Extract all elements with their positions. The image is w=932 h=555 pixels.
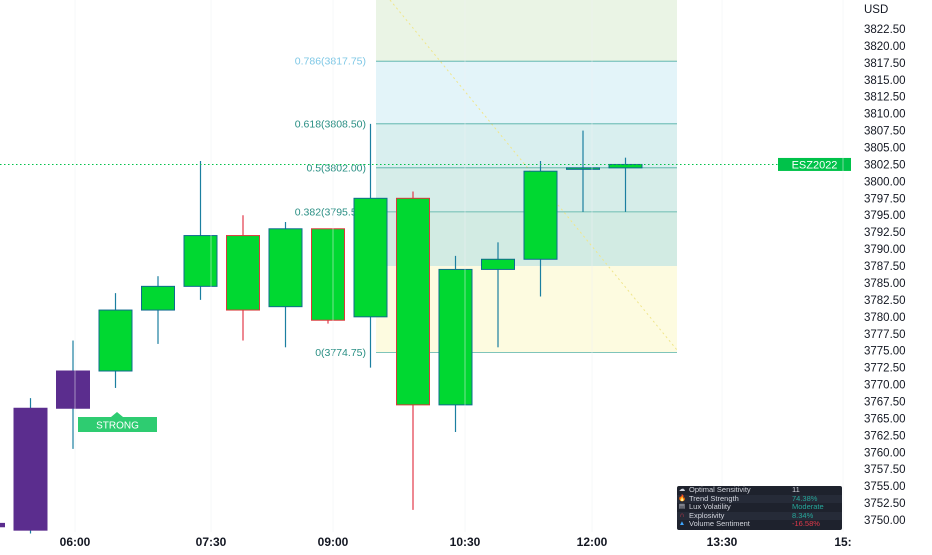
price-tick-label: 3760.00 xyxy=(864,447,906,459)
time-tick-label: 06:00 xyxy=(60,535,91,549)
indicator-dashboard: ☁ Optimal Sensitivity 11 🔥 Trend Strength 74.… xyxy=(677,486,842,530)
fib-zone-top xyxy=(376,0,677,62)
candle-body xyxy=(481,258,515,270)
candle-body xyxy=(141,285,175,311)
dashboard-metric-value: -16.58% xyxy=(792,519,820,529)
current-price-line: ESZ2022 xyxy=(0,157,851,171)
strong-label-text: STRONG xyxy=(96,421,139,432)
fib-level-label: 0.5(3802.00) xyxy=(306,162,366,174)
annotations-layer: STRONG xyxy=(78,412,157,432)
candle-body xyxy=(13,407,48,531)
time-tick-label: 15: xyxy=(834,535,851,549)
price-tick-label: 3750.00 xyxy=(864,515,906,527)
time-tick-label: 13:30 xyxy=(707,535,738,549)
price-tick-label: 3780.00 xyxy=(864,312,906,324)
price-tick-label: 3770.00 xyxy=(864,380,906,392)
drop-icon: ▲ xyxy=(678,520,686,528)
dashboard-metric-name: Volume Sentiment xyxy=(689,519,750,529)
symbol-badge-label: ESZ2022 xyxy=(792,159,838,171)
dashboard-metric-name: Lux Volatility xyxy=(689,502,731,512)
price-tick-label: 3790.00 xyxy=(864,244,906,256)
candle-body xyxy=(226,235,260,311)
price-axis-bg xyxy=(852,0,932,550)
fire-icon: 🔥 xyxy=(677,494,687,502)
dashboard-metric-name: Trend Strength xyxy=(689,493,739,503)
candle-body xyxy=(396,197,430,406)
price-tick-label: 3755.00 xyxy=(864,481,906,493)
strong-label-pointer xyxy=(111,412,123,417)
fib-level-label: 0.618(3808.50) xyxy=(295,118,366,130)
candle-body xyxy=(183,235,218,287)
candles-layer xyxy=(0,123,643,534)
time-tick-label: 12:00 xyxy=(577,535,608,549)
price-tick-label: 3772.50 xyxy=(864,363,906,375)
price-tick-label: 3787.50 xyxy=(864,261,906,273)
candle-body xyxy=(353,197,388,318)
dashboard-row: ▲ Volume Sentiment -16.58% xyxy=(677,520,842,529)
price-tick-label: 3775.00 xyxy=(864,346,906,358)
symbol-badge xyxy=(778,157,851,171)
candle-body xyxy=(566,167,600,170)
price-tick-label: 3817.50 xyxy=(864,58,906,70)
magnet-icon: ∩ xyxy=(679,511,685,519)
dashboard-metric-value: 11 xyxy=(792,486,800,494)
dashboard-metric-value: 74.38% xyxy=(792,493,818,503)
time-axis: 06:00 07:30 09:00 10:30 12:00 13:30 15: xyxy=(60,0,852,549)
candle-body xyxy=(438,268,473,406)
fib-level-label: 0.382(3795.50) xyxy=(295,206,366,218)
price-tick-label: 3805.00 xyxy=(864,143,906,155)
fib-level-label: 0.786(3817.75) xyxy=(295,56,366,68)
price-tick-label: 3807.50 xyxy=(864,126,906,138)
fibonacci-levels: 0.786(3817.75) 0.618(3808.50) 0.5(3802.00)… xyxy=(295,56,677,359)
price-tick-label: 3752.50 xyxy=(864,498,906,510)
dashboard-metric-name: Explosivity xyxy=(689,510,725,520)
time-tick-label: 09:00 xyxy=(318,535,349,549)
cloud-icon: ☁ xyxy=(678,486,686,493)
strong-label-box xyxy=(78,417,157,432)
price-tick-label: 3822.50 xyxy=(864,24,906,36)
price-tick-label: 3820.00 xyxy=(864,41,906,53)
price-tick-label: 3762.50 xyxy=(864,430,906,442)
price-tick-label: 3777.50 xyxy=(864,329,906,341)
dashboard-row: ∩ Explosivity 8.34% xyxy=(677,510,842,521)
candle-body xyxy=(56,370,90,409)
dashboard-row: ☁ Optimal Sensitivity 11 xyxy=(677,486,842,495)
currency-label: USD xyxy=(864,4,888,16)
dashboard-row: 🔥 Trend Strength 74.38% xyxy=(677,493,842,504)
candle-body xyxy=(0,522,5,528)
fib-zone-0786 xyxy=(376,61,677,124)
price-tick-label: 3782.50 xyxy=(864,295,906,307)
candle-body xyxy=(608,163,643,169)
price-tick-label: 3815.00 xyxy=(864,75,906,87)
time-tick-label: 07:30 xyxy=(196,535,227,549)
time-tick-label: 10:30 xyxy=(450,535,481,549)
dashboard-row: ▤ Lux Volatility Moderate xyxy=(677,503,842,512)
dashboard-metric-value: Moderate xyxy=(792,502,824,512)
price-tick-label: 3812.50 xyxy=(864,92,906,104)
fib-level-label: 0(3774.75) xyxy=(315,347,366,359)
price-tick-label: 3802.50 xyxy=(864,159,906,171)
price-tick-label: 3795.00 xyxy=(864,210,906,222)
price-tick-label: 3797.50 xyxy=(864,193,906,205)
price-tick-label: 3785.00 xyxy=(864,278,906,290)
candle-body xyxy=(98,309,133,372)
price-tick-label: 3810.00 xyxy=(864,109,906,121)
price-tick-label: 3792.50 xyxy=(864,227,906,239)
candle-body xyxy=(523,170,558,260)
candle-body xyxy=(311,228,345,321)
price-tick-label: 3757.50 xyxy=(864,464,906,476)
dashboard-metric-value: 8.34% xyxy=(792,510,814,520)
candle-body xyxy=(268,228,303,308)
fib-zone-0618 xyxy=(376,123,677,168)
price-tick-label: 3800.00 xyxy=(864,176,906,188)
price-tick-label: 3767.50 xyxy=(864,396,906,408)
price-axis: USD 3822.50 3820.00 3817.50 3815.00 3812.50 38… xyxy=(852,0,932,550)
chart-icon: ▤ xyxy=(678,503,686,511)
dashboard-metric-name: Optimal Sensitivity xyxy=(689,486,751,494)
price-tick-label: 3765.00 xyxy=(864,413,906,425)
